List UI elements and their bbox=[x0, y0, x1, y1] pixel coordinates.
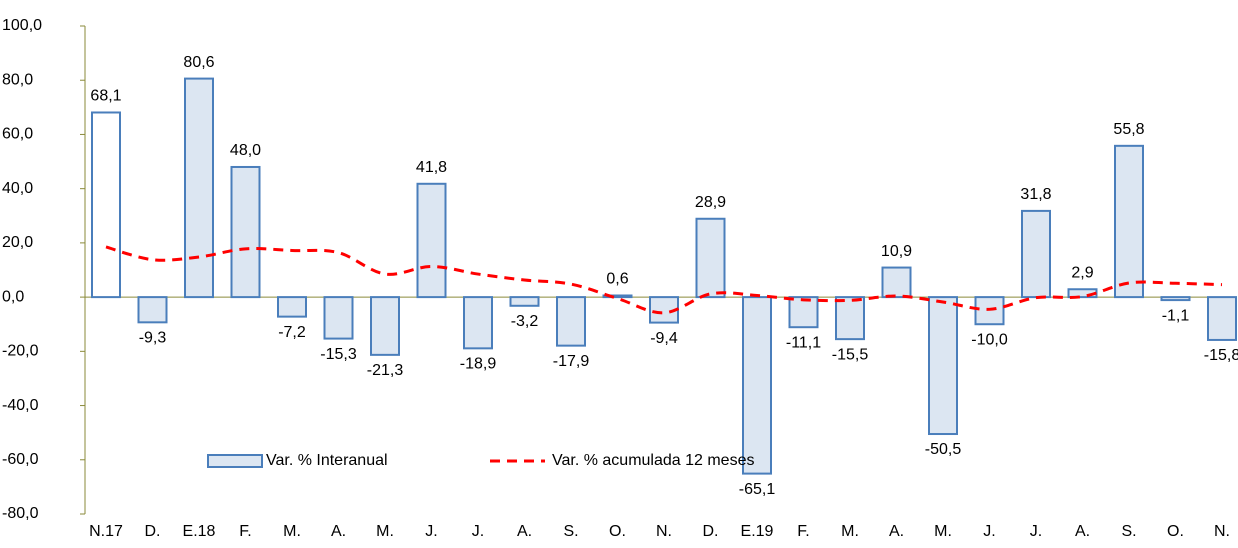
data-label: -18,9 bbox=[460, 356, 497, 373]
x-tick-label: N. bbox=[656, 523, 672, 540]
data-label: -7,2 bbox=[278, 324, 306, 341]
data-label: -15,8 bbox=[1204, 347, 1238, 364]
bar bbox=[230, 165, 261, 299]
x-tick-label: J. bbox=[983, 523, 995, 540]
legend-label: Var. % Interanual bbox=[266, 452, 388, 469]
line bbox=[105, 245, 1223, 315]
x-tick-label: E.18 bbox=[183, 523, 216, 540]
bar bbox=[602, 294, 633, 299]
x-tick-label: N.17 bbox=[89, 523, 123, 540]
data-label: -10,0 bbox=[971, 331, 1008, 348]
y-tick-label: 60,0 bbox=[2, 126, 33, 143]
bar bbox=[881, 266, 912, 299]
data-label: -50,5 bbox=[925, 441, 962, 458]
data-label: 68,1 bbox=[90, 88, 121, 105]
x-tick-label: A. bbox=[331, 523, 346, 540]
x-tick-label: E.19 bbox=[741, 523, 774, 540]
x-tick-label: M. bbox=[841, 523, 859, 540]
bar bbox=[137, 296, 168, 324]
bar bbox=[277, 296, 307, 318]
data-label: 2,9 bbox=[1071, 264, 1093, 281]
bar bbox=[1114, 144, 1144, 299]
data-label: -9,3 bbox=[139, 330, 167, 347]
x-tick-label: F. bbox=[239, 523, 251, 540]
data-label: -3,2 bbox=[511, 313, 539, 330]
legend-label: Var. % acumulada 12 meses bbox=[552, 452, 754, 469]
x-tick-label: N. bbox=[1214, 523, 1230, 540]
bar bbox=[788, 296, 819, 329]
bar bbox=[370, 296, 400, 356]
x-tick-label: A. bbox=[1075, 523, 1090, 540]
y-tick-label: -20,0 bbox=[2, 343, 39, 360]
data-label: -15,5 bbox=[832, 346, 869, 363]
data-label: -21,3 bbox=[367, 362, 404, 379]
bar bbox=[509, 296, 540, 307]
x-tick-label: F. bbox=[797, 523, 809, 540]
data-label: -15,3 bbox=[320, 346, 357, 363]
y-tick-label: -80,0 bbox=[2, 505, 39, 522]
bar bbox=[416, 182, 447, 299]
bar bbox=[463, 296, 493, 350]
bar bbox=[184, 77, 214, 299]
x-tick-label: O. bbox=[609, 523, 626, 540]
data-label: 80,6 bbox=[183, 54, 214, 71]
bar bbox=[742, 296, 772, 475]
x-tick-label: A. bbox=[889, 523, 904, 540]
x-tick-label: M. bbox=[934, 523, 952, 540]
legend-key bbox=[207, 454, 263, 468]
data-label: 31,8 bbox=[1020, 186, 1051, 203]
data-label: 41,8 bbox=[416, 159, 447, 176]
bar bbox=[1160, 296, 1191, 302]
y-tick-label: 80,0 bbox=[2, 71, 33, 88]
data-label: 55,8 bbox=[1113, 121, 1144, 138]
data-label: 10,9 bbox=[881, 243, 912, 260]
bar bbox=[556, 296, 586, 347]
bar bbox=[835, 296, 865, 341]
data-label: 48,0 bbox=[230, 142, 261, 159]
y-tick-label: -60,0 bbox=[2, 451, 39, 468]
bar bbox=[1021, 209, 1051, 299]
x-tick-label: S. bbox=[1121, 523, 1136, 540]
y-tick-label: 40,0 bbox=[2, 180, 33, 197]
bar bbox=[928, 296, 958, 436]
y-tick-label: 0,0 bbox=[2, 288, 24, 305]
x-tick-label: J. bbox=[425, 523, 437, 540]
x-tick-label: J. bbox=[472, 523, 484, 540]
x-tick-label: D. bbox=[703, 523, 719, 540]
x-tick-label: A. bbox=[517, 523, 532, 540]
data-label: -17,9 bbox=[553, 353, 590, 370]
x-tick-label: J. bbox=[1030, 523, 1042, 540]
bar bbox=[323, 296, 354, 340]
bar bbox=[1207, 296, 1237, 341]
data-label: -1,1 bbox=[1162, 307, 1190, 324]
data-label: 28,9 bbox=[695, 194, 726, 211]
y-tick-label: 100,0 bbox=[2, 17, 42, 34]
y-tick-label: 20,0 bbox=[2, 234, 33, 251]
x-tick-label: O. bbox=[1167, 523, 1184, 540]
x-tick-label: D. bbox=[145, 523, 161, 540]
x-tick-label: S. bbox=[563, 523, 578, 540]
data-label: -65,1 bbox=[739, 481, 776, 498]
y-tick-label: -40,0 bbox=[2, 397, 39, 414]
bar bbox=[91, 111, 121, 299]
x-tick-label: M. bbox=[376, 523, 394, 540]
data-label: 0,6 bbox=[606, 271, 628, 288]
bar bbox=[695, 217, 726, 299]
data-label: -9,4 bbox=[650, 330, 678, 347]
x-tick-label: M. bbox=[283, 523, 301, 540]
data-label: -11,1 bbox=[786, 334, 821, 351]
